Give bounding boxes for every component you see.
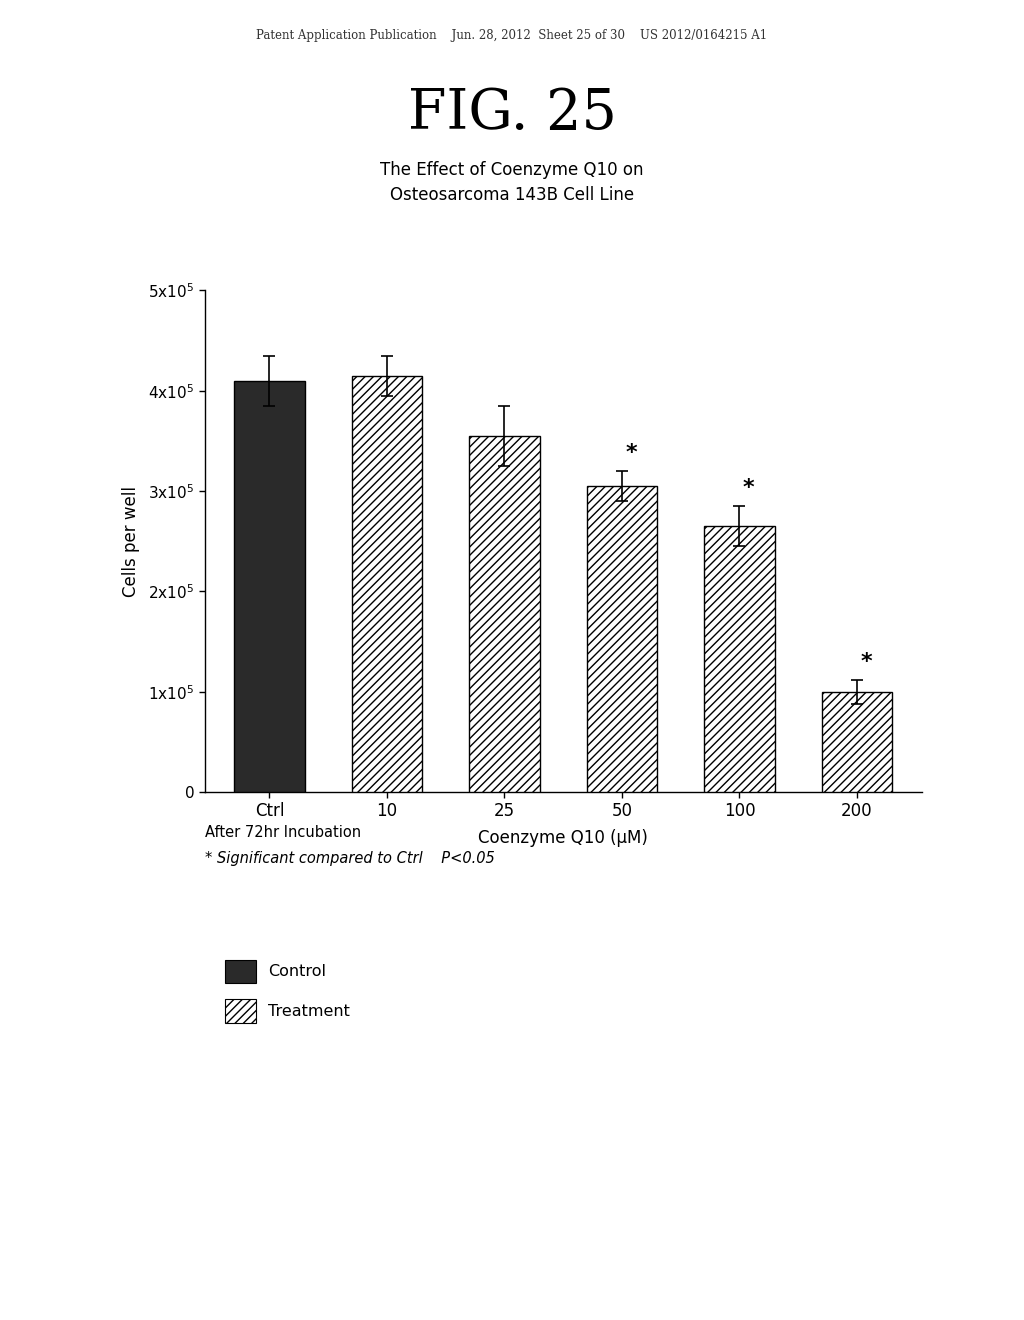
- Text: FIG. 25: FIG. 25: [408, 86, 616, 140]
- Text: *: *: [860, 652, 872, 672]
- Text: *: *: [743, 478, 755, 498]
- Bar: [234, 380, 305, 792]
- Bar: [351, 376, 422, 792]
- Text: The Effect of Coenzyme Q10 on
Osteosarcoma 143B Cell Line: The Effect of Coenzyme Q10 on Osteosarco…: [380, 161, 644, 205]
- Text: Patent Application Publication    Jun. 28, 2012  Sheet 25 of 30    US 2012/01642: Patent Application Publication Jun. 28, …: [256, 29, 768, 42]
- Y-axis label: Cells per well: Cells per well: [122, 486, 140, 597]
- Text: * Significant compared to Ctrl    P<0.05: * Significant compared to Ctrl P<0.05: [205, 851, 495, 866]
- X-axis label: Coenzyme Q10 (μM): Coenzyme Q10 (μM): [478, 829, 648, 846]
- Bar: [587, 486, 657, 792]
- Text: Treatment: Treatment: [268, 1003, 350, 1019]
- Text: After 72hr Incubation: After 72hr Incubation: [205, 825, 360, 840]
- Bar: [469, 436, 540, 792]
- Bar: [821, 692, 892, 792]
- Text: Control: Control: [268, 964, 327, 979]
- Bar: [705, 527, 775, 792]
- Text: *: *: [626, 444, 637, 463]
